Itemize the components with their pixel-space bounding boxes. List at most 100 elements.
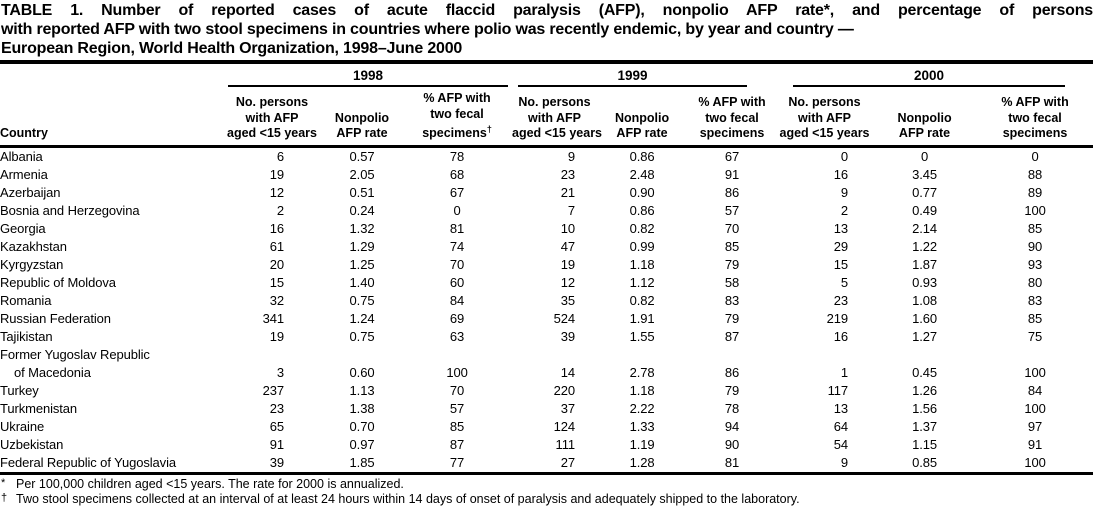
cell-1998-specimens: 70: [449, 382, 465, 398]
cell-2000-rate: 1.15: [912, 436, 937, 452]
cell-1999-persons: 7: [567, 202, 576, 218]
cell-2000-specimens: 93: [1027, 256, 1043, 272]
cell-2000-persons: 0: [840, 148, 849, 164]
cell-1998-rate: 0.75: [349, 328, 375, 344]
cell-1998-rate: 1.38: [349, 400, 375, 416]
cell-2000-persons: 15: [833, 256, 849, 272]
cell-1998-persons: 19: [269, 166, 284, 182]
afp-table: 1998 1999 2000 Country No. persons with …: [0, 64, 1093, 475]
table-row: Former Yugoslav Republic of Macedonia 3 0.6…: [0, 346, 1093, 382]
cell-1998-specimens: 87: [449, 436, 465, 452]
country-name-line-2: of Macedonia: [14, 364, 91, 380]
cell-country: Republic of Moldova: [0, 274, 116, 290]
cell-2000-rate: 1.56: [912, 400, 937, 416]
cell-2000-specimens: 83: [1027, 292, 1043, 308]
cell-1999-specimens: 78: [724, 400, 740, 416]
cell-2000-specimens: 100: [1024, 400, 1046, 416]
cell-country: Romania: [0, 292, 52, 308]
cell-2000-rate: 0.45: [912, 364, 937, 380]
cell-1998-specimens: 70: [449, 256, 465, 272]
cell-1998-specimens: 74: [449, 238, 465, 254]
cell-1999-specimens: 67: [724, 148, 740, 164]
year-label-1998: 1998: [228, 68, 509, 87]
table-title: TABLE 1. Number of reported cases of acu…: [0, 0, 1093, 64]
cell-country: Russian Federation: [0, 310, 111, 326]
cell-1999-persons: 23: [560, 166, 576, 182]
table-row: Turkmenistan 23 1.38 57 37 2.22 78 13 1.56 100: [0, 400, 1093, 418]
header-1999-rate: Nonpolio AFP rate: [597, 87, 688, 148]
cell-1999-persons: 35: [560, 292, 576, 308]
cell-2000-specimens: 80: [1027, 274, 1043, 290]
cell-1998-specimens: 68: [449, 166, 465, 182]
cell-1998-persons: 3: [276, 364, 284, 380]
header-1998-rate: Nonpolio AFP rate: [322, 87, 402, 148]
cell-1998-rate: 0.24: [349, 202, 375, 218]
cell-1998-specimens: 69: [449, 310, 465, 326]
cell-1999-specimens: 83: [724, 292, 740, 308]
cell-1998-persons: 6: [276, 148, 284, 164]
cell-2000-persons: 16: [833, 328, 849, 344]
cell-2000-rate: 0.49: [912, 202, 937, 218]
header-2000-rate: Nonpolio AFP rate: [872, 87, 978, 148]
cell-1999-persons: 21: [560, 184, 576, 200]
cell-2000-rate: 1.22: [912, 238, 937, 254]
cell-1999-specimens: 79: [724, 310, 740, 326]
cell-1999-persons: 124: [553, 418, 576, 434]
cell-2000-persons: 9: [840, 184, 849, 200]
cell-country: Kazakhstan: [0, 238, 67, 254]
table-row: Kyrgyzstan 20 1.25 70 19 1.18 79 15 1.87 93: [0, 256, 1093, 274]
cell-1999-rate: 2.22: [629, 400, 655, 416]
cell-1999-rate: 1.12: [629, 274, 655, 290]
cell-1999-rate: 1.33: [629, 418, 655, 434]
cell-1999-rate: 0.99: [629, 238, 655, 254]
cell-1998-specimens: 0: [453, 202, 461, 218]
footnote-asterisk: * Per 100,000 children aged <15 years. Th…: [1, 476, 404, 491]
table-row: Republic of Moldova 15 1.40 60 12 1.12 58 5 0.93…: [0, 274, 1093, 292]
cell-2000-rate: 1.26: [912, 382, 937, 398]
cell-2000-persons: 29: [833, 238, 849, 254]
cell-1999-persons: 19: [560, 256, 576, 272]
table-row: Uzbekistan 91 0.97 87 111 1.19 90 54 1.15 91: [0, 436, 1093, 454]
title-line-3: European Region, World Health Organizati…: [1, 40, 463, 57]
cell-1999-specimens: 91: [724, 166, 740, 182]
cell-1998-rate: 0.70: [349, 418, 375, 434]
cell-country: Former Yugoslav Republic of Macedonia: [0, 346, 222, 382]
cell-2000-rate: 0.77: [912, 184, 937, 200]
cell-1999-rate: 2.78: [629, 364, 655, 380]
cell-1999-persons: 9: [567, 148, 576, 164]
country-col-spacer: [0, 64, 222, 87]
cell-2000-specimens: 100: [1024, 364, 1046, 380]
cell-2000-persons: 16: [833, 166, 849, 182]
footnote-dagger: † Two stool specimens collected at an int…: [1, 491, 800, 506]
cell-1999-persons: 47: [560, 238, 576, 254]
header-1998-persons: No. persons with AFP aged <15 years: [222, 87, 322, 148]
cell-1999-specimens: 85: [724, 238, 740, 254]
cell-1999-specimens: 87: [724, 328, 740, 344]
dagger-footnote-marker: †: [486, 124, 492, 134]
table-row: Turkey 237 1.13 70 220 1.18 79 117 1.26 84: [0, 382, 1093, 400]
cell-1999-rate: 0.86: [629, 202, 655, 218]
cell-1998-rate: 1.32: [349, 220, 375, 236]
table-row: Ukraine 65 0.70 85 124 1.33 94 64 1.37 97: [0, 418, 1093, 436]
cell-2000-rate: 0.85: [912, 454, 937, 470]
cell-1999-specimens: 90: [724, 436, 740, 452]
cell-1999-specimens: 58: [724, 274, 740, 290]
cell-1999-specimens: 79: [724, 382, 740, 398]
table-head: 1998 1999 2000 Country No. persons with …: [0, 64, 1093, 148]
cell-2000-specimens: 100: [1024, 454, 1046, 470]
cell-2000-persons: 13: [833, 400, 849, 416]
cell-1998-rate: 0.97: [349, 436, 375, 452]
column-header-row: Country No. persons with AFP aged <15 ye…: [0, 87, 1093, 148]
table-row: Russian Federation 341 1.24 69 524 1.91 79 219 1…: [0, 310, 1093, 328]
cell-1999-specimens: 70: [724, 220, 740, 236]
cell-2000-rate: 3.45: [912, 166, 937, 182]
cell-1998-specimens: 100: [446, 364, 468, 380]
cell-1999-specimens: 57: [724, 202, 740, 218]
cell-1999-specimens: 94: [724, 418, 740, 434]
cell-2000-specimens: 75: [1027, 328, 1043, 344]
cell-2000-specimens: 90: [1027, 238, 1043, 254]
cell-1999-rate: 0.82: [629, 292, 655, 308]
cell-2000-rate: 1.08: [912, 292, 937, 308]
cell-2000-specimens: 0: [1031, 148, 1039, 164]
